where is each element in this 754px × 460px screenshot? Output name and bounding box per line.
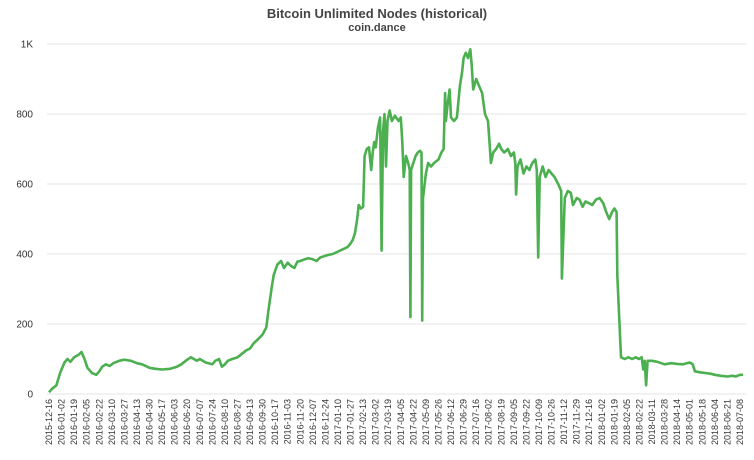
x-tick-label: 2017-04-05 xyxy=(396,399,406,445)
x-tick-label: 2017-02-13 xyxy=(358,399,368,445)
x-tick-label: 2018-04-14 xyxy=(672,399,682,445)
x-tick-label: 2017-11-29 xyxy=(572,399,582,444)
y-tick-label: 400 xyxy=(16,250,33,261)
y-axis-ticks: 0 200 400 600 800 1K xyxy=(16,40,33,401)
x-tick-label: 2017-05-09 xyxy=(421,399,431,445)
x-tick-label: 2016-11-03 xyxy=(283,399,293,444)
x-tick-label: 2016-07-07 xyxy=(195,399,205,445)
x-tick-label: 2018-06-04 xyxy=(710,399,720,445)
x-tick-label: 2017-08-02 xyxy=(484,399,494,445)
x-tick-label: 2018-03-11 xyxy=(647,399,657,444)
x-tick-label: 2016-08-27 xyxy=(232,399,242,445)
chart-subtitle: coin.dance xyxy=(348,22,406,34)
x-tick-label: 2016-06-03 xyxy=(170,399,180,445)
series-line xyxy=(48,48,743,394)
x-tick-label: 2017-09-05 xyxy=(509,399,519,445)
grid-lines xyxy=(47,43,747,395)
x-tick-label: 2018-05-18 xyxy=(697,399,707,445)
x-axis-ticks: 2015-12-16 2016-01-02 2016-01-19 2016-02-05… xyxy=(44,399,745,445)
y-tick-label: 600 xyxy=(16,180,33,191)
x-tick-label: 2018-07-08 xyxy=(735,399,745,445)
x-tick-label: 2015-12-16 xyxy=(44,399,54,445)
x-tick-label: 2017-01-27 xyxy=(346,399,356,445)
x-tick-label: 2017-03-02 xyxy=(371,399,381,445)
x-tick-label: 2016-06-20 xyxy=(182,399,192,445)
x-tick-label: 2018-06-21 xyxy=(722,399,732,445)
x-tick-label: 2016-04-30 xyxy=(145,399,155,445)
x-tick-label: 2016-08-10 xyxy=(220,399,230,445)
x-tick-label: 2016-12-07 xyxy=(308,399,318,445)
x-tick-label: 2016-02-22 xyxy=(94,399,104,445)
x-tick-label: 2016-02-05 xyxy=(82,399,92,445)
y-tick-label: 1K xyxy=(21,40,34,51)
x-tick-label: 2017-10-26 xyxy=(547,399,557,445)
x-tick-label: 2016-05-17 xyxy=(157,399,167,445)
x-tick-label: 2018-05-01 xyxy=(685,399,695,445)
y-tick-label: 0 xyxy=(27,390,33,401)
x-tick-label: 2017-12-16 xyxy=(584,399,594,445)
x-tick-label: 2018-01-19 xyxy=(609,399,619,445)
x-tick-label: 2017-10-09 xyxy=(534,399,544,445)
x-tick-label: 2016-03-27 xyxy=(119,399,129,445)
x-tick-label: 2017-08-19 xyxy=(496,399,506,445)
x-tick-label: 2017-03-19 xyxy=(383,399,393,445)
x-tick-label: 2016-01-19 xyxy=(69,399,79,445)
x-tick-label: 2017-04-22 xyxy=(408,399,418,445)
x-tick-label: 2016-03-10 xyxy=(107,399,117,445)
x-tick-label: 2016-11-20 xyxy=(295,399,305,444)
x-tick-label: 2017-09-22 xyxy=(521,399,531,445)
x-tick-label: 2017-07-16 xyxy=(471,399,481,445)
x-tick-label: 2018-01-02 xyxy=(597,399,607,445)
x-tick-label: 2018-03-28 xyxy=(660,399,670,445)
y-tick-label: 200 xyxy=(16,320,33,331)
x-tick-label: 2016-12-24 xyxy=(320,399,330,445)
x-tick-label: 2017-01-10 xyxy=(333,399,343,445)
x-tick-label: 2016-10-17 xyxy=(270,399,280,445)
x-tick-label: 2016-07-24 xyxy=(207,399,217,445)
x-tick-label: 2017-05-26 xyxy=(433,399,443,445)
x-tick-label: 2018-02-05 xyxy=(622,399,632,445)
x-tick-label: 2016-04-13 xyxy=(132,399,142,445)
x-tick-label: 2016-09-13 xyxy=(245,399,255,445)
x-tick-label: 2017-06-29 xyxy=(459,399,469,445)
x-tick-label: 2016-01-02 xyxy=(57,399,67,445)
x-tick-label: 2016-09-30 xyxy=(258,399,268,445)
x-tick-label: 2017-11-12 xyxy=(559,399,569,444)
x-tick-label: 2017-06-12 xyxy=(446,399,456,445)
y-tick-label: 800 xyxy=(16,110,33,121)
chart-title: Bitcoin Unlimited Nodes (historical) xyxy=(266,6,488,21)
x-tick-label: 2018-02-22 xyxy=(634,399,644,445)
